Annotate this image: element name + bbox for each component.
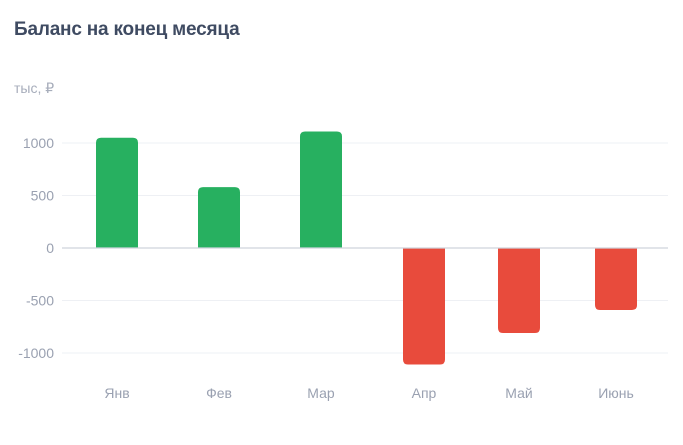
bar-Май xyxy=(498,248,540,334)
bar-Июнь xyxy=(595,248,637,310)
y-tick-label: 0 xyxy=(46,240,54,256)
y-tick-label: 1000 xyxy=(23,135,54,151)
x-axis-ticks: Янв Фев Мар Апр Май Июнь xyxy=(104,385,633,401)
bar-Фев xyxy=(198,187,240,248)
x-tick-label: Июнь xyxy=(598,385,634,401)
grid-lines xyxy=(62,142,668,354)
x-tick-label: Янв xyxy=(104,385,129,401)
y-tick-label: -1000 xyxy=(18,345,54,361)
x-tick-label: Фев xyxy=(206,385,232,401)
y-axis-ticks: 1000 500 0 -500 -1000 xyxy=(18,135,54,361)
bar-Апр xyxy=(403,248,445,365)
bars xyxy=(96,131,637,365)
x-tick-label: Май xyxy=(505,385,532,401)
y-tick-label: 500 xyxy=(31,188,55,204)
bar-Янв xyxy=(96,137,138,248)
bar-Мар xyxy=(300,131,342,248)
y-tick-label: -500 xyxy=(26,293,54,309)
chart-title: Баланс на конец месяца xyxy=(14,19,240,40)
x-tick-label: Апр xyxy=(412,385,437,401)
x-tick-label: Мар xyxy=(307,385,335,401)
y-axis-unit-label: тыс, ₽ xyxy=(14,80,55,96)
